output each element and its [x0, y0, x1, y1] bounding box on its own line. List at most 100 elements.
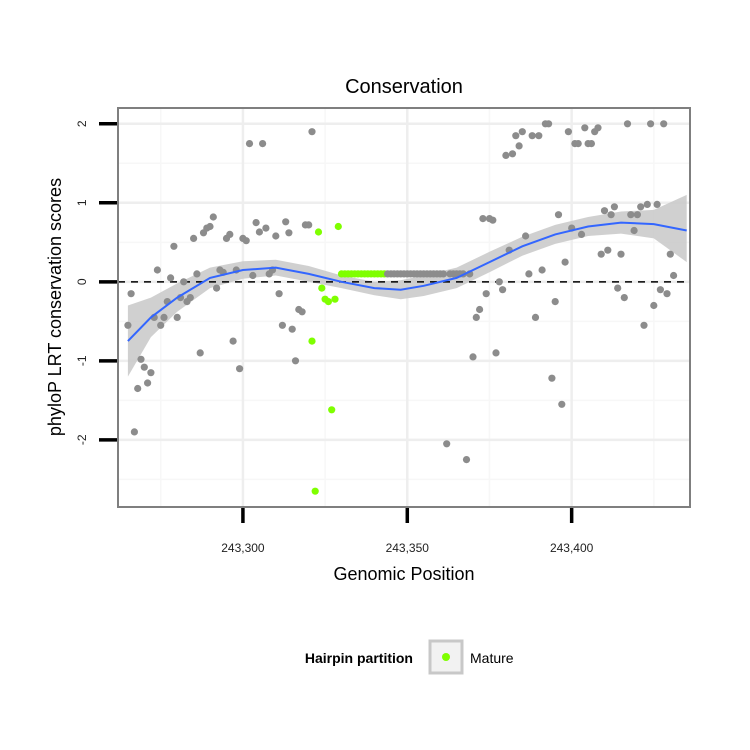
point-mature — [308, 337, 316, 345]
point-mature — [328, 406, 336, 414]
point-other — [522, 232, 530, 240]
point-other — [637, 203, 645, 211]
point-other — [259, 140, 267, 148]
point-other — [587, 140, 596, 148]
point-other — [226, 230, 234, 238]
point-other — [196, 349, 204, 357]
legend: Hairpin partition Mature — [305, 639, 514, 675]
point-mature — [318, 284, 326, 292]
point-other — [495, 278, 503, 286]
point-other — [650, 301, 658, 310]
point-other — [213, 284, 221, 292]
point-other — [551, 298, 559, 306]
point-other — [653, 200, 661, 208]
legend-key-box — [428, 639, 464, 675]
y-axis-title: phyloP LRT conservation scores — [45, 178, 65, 436]
point-other — [272, 232, 280, 240]
x-tick-label: 243,350 — [386, 541, 430, 555]
point-other — [443, 440, 451, 448]
point-other — [153, 266, 161, 274]
point-other — [614, 284, 622, 292]
point-other — [512, 132, 520, 140]
point-mature — [311, 487, 319, 495]
y-tick-label: 2 — [75, 120, 89, 127]
point-other — [127, 290, 135, 298]
point-other — [545, 120, 553, 128]
point-other — [518, 128, 526, 136]
point-other — [206, 222, 214, 231]
point-other — [439, 270, 447, 278]
point-other — [124, 321, 132, 329]
point-other — [620, 294, 628, 302]
point-other — [180, 278, 188, 286]
point-other — [476, 305, 484, 314]
point-other — [633, 211, 642, 219]
y-tick-label: 1 — [75, 199, 89, 206]
point-other — [554, 211, 563, 219]
point-other — [144, 379, 152, 387]
point-other — [160, 313, 168, 321]
point-other — [656, 286, 665, 294]
point-other — [617, 250, 625, 258]
point-other — [137, 355, 145, 363]
point-other — [564, 128, 573, 136]
point-other — [623, 120, 632, 128]
point-other — [167, 274, 175, 282]
point-other — [610, 203, 619, 211]
point-mature — [331, 295, 339, 303]
point-other — [229, 337, 237, 345]
point-mature — [334, 222, 342, 231]
point-other — [531, 313, 540, 321]
point-other — [193, 270, 201, 278]
legend-label-mature: Mature — [470, 650, 514, 666]
point-other — [574, 140, 582, 148]
point-other — [157, 321, 165, 329]
point-other — [666, 250, 674, 258]
point-other — [282, 218, 290, 226]
point-other — [147, 369, 155, 377]
point-other — [298, 308, 306, 316]
point-other — [242, 237, 250, 245]
point-other — [209, 213, 217, 221]
point-other — [600, 207, 609, 215]
point-other — [278, 321, 286, 329]
y-tick-label: -2 — [75, 434, 89, 445]
point-other — [130, 428, 138, 436]
point-other — [305, 221, 313, 229]
point-other — [647, 120, 655, 128]
point-other — [670, 271, 678, 280]
chart-title: Conservation — [345, 76, 463, 98]
point-other — [597, 250, 605, 258]
point-other — [508, 150, 517, 158]
point-other — [525, 270, 533, 278]
point-other — [308, 128, 316, 136]
point-other — [643, 200, 651, 208]
point-other — [548, 374, 556, 382]
point-mature — [314, 228, 323, 236]
point-other — [528, 132, 536, 140]
point-other — [663, 290, 671, 298]
point-other — [252, 219, 260, 227]
point-other — [134, 384, 142, 393]
point-other — [173, 313, 181, 321]
point-other — [275, 290, 283, 298]
plot-border — [117, 107, 691, 508]
point-other — [482, 290, 490, 298]
point-other — [660, 120, 668, 128]
point-other — [236, 365, 244, 373]
point-other — [630, 226, 638, 235]
point-other — [499, 286, 507, 294]
point-other — [489, 216, 497, 224]
x-tick-label: 243,300 — [221, 541, 265, 555]
point-other — [581, 124, 589, 132]
point-other — [291, 357, 300, 365]
point-other — [472, 313, 480, 321]
point-other — [186, 294, 194, 302]
point-other — [469, 353, 477, 361]
point-other — [535, 132, 543, 140]
y-tick-label: -1 — [75, 355, 89, 366]
point-other — [255, 228, 263, 236]
point-other — [245, 140, 254, 148]
point-other — [604, 246, 612, 254]
